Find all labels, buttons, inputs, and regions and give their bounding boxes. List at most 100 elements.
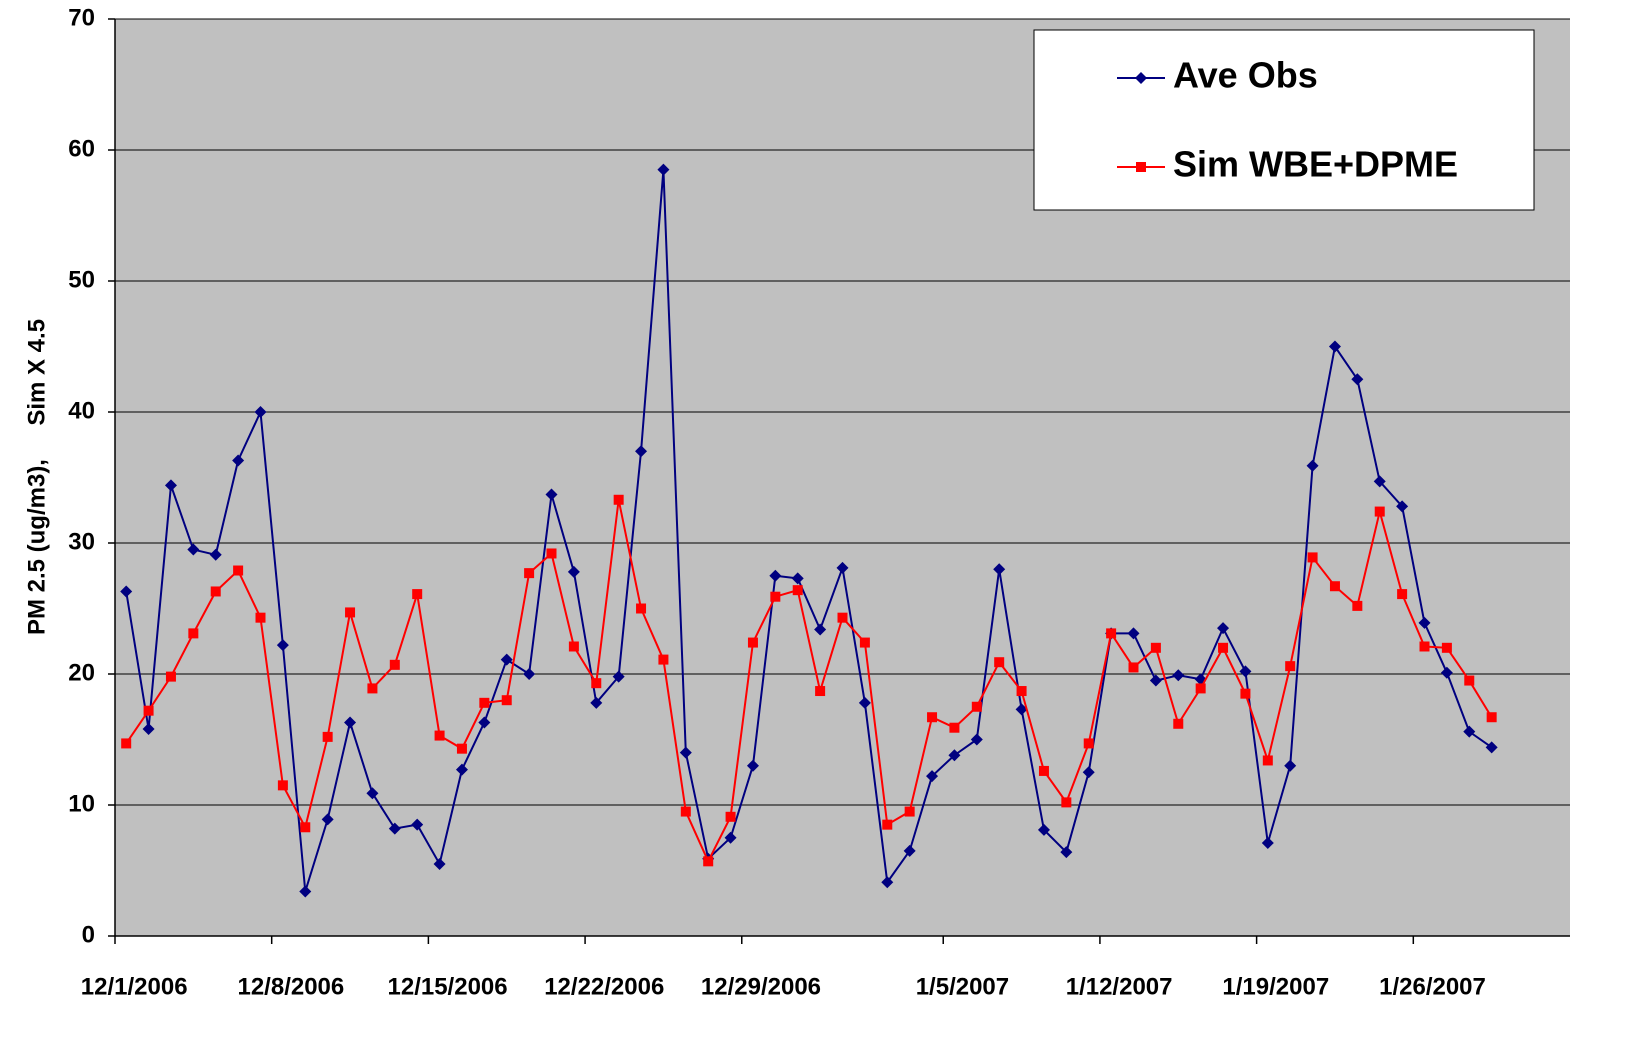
data-point	[255, 612, 266, 623]
data-point	[815, 686, 826, 697]
data-point	[1150, 642, 1161, 653]
data-point	[1397, 589, 1408, 600]
data-point	[1441, 642, 1452, 653]
data-point	[1486, 712, 1497, 723]
data-point	[523, 668, 536, 680]
data-point	[881, 876, 894, 889]
data-point	[1261, 836, 1274, 849]
data-point	[1217, 622, 1230, 635]
data-point	[142, 723, 155, 736]
data-point	[859, 637, 870, 648]
data-point	[858, 696, 871, 709]
data-point	[1307, 552, 1318, 563]
x-tick-label: 12/15/2006	[388, 973, 508, 1000]
legend-label: Sim WBE+DPME	[1173, 144, 1458, 185]
data-point	[120, 585, 133, 598]
data-point	[1464, 675, 1475, 686]
data-point	[724, 831, 737, 844]
data-point	[210, 586, 221, 597]
data-point	[321, 813, 334, 826]
data-point	[1329, 581, 1340, 592]
data-point	[1485, 741, 1498, 754]
x-tick-label: 1/5/2007	[916, 973, 1009, 1000]
data-point	[1285, 661, 1296, 672]
legend-box	[1033, 29, 1535, 211]
data-point	[1440, 666, 1453, 679]
data-point	[209, 548, 222, 561]
data-point	[1106, 628, 1117, 639]
data-point	[1351, 373, 1364, 386]
data-point	[970, 733, 983, 746]
y-tick-label: 70	[68, 4, 95, 31]
x-tick-label: 1/12/2007	[1066, 973, 1173, 1000]
data-point	[254, 406, 267, 418]
y-tick-label: 0	[82, 921, 95, 948]
data-point	[926, 770, 939, 783]
data-point	[322, 731, 333, 742]
y-tick-label: 60	[68, 135, 95, 162]
data-point	[546, 548, 557, 559]
data-point	[478, 716, 491, 729]
data-point	[1128, 662, 1139, 673]
data-point	[1240, 688, 1251, 699]
data-point	[1374, 506, 1385, 517]
x-tick-label: 1/19/2007	[1222, 973, 1329, 1000]
data-point	[434, 730, 445, 741]
data-point	[703, 856, 714, 867]
data-point	[164, 479, 177, 492]
data-point	[1239, 665, 1252, 678]
data-point	[725, 811, 736, 822]
data-point	[1127, 627, 1140, 640]
data-point	[1172, 669, 1185, 682]
data-point	[1218, 642, 1229, 653]
data-point	[1173, 718, 1184, 729]
data-point	[500, 653, 513, 666]
y-tick-label: 30	[68, 528, 95, 555]
data-point	[412, 589, 423, 600]
y-tick-label: 50	[68, 266, 95, 293]
x-tick-label: 12/22/2006	[544, 973, 664, 1000]
data-point	[1262, 755, 1273, 766]
data-point	[165, 671, 176, 682]
data-point	[479, 697, 490, 708]
data-point	[233, 565, 244, 576]
data-point	[994, 657, 1005, 668]
data-point	[567, 565, 580, 578]
data-point	[792, 585, 803, 596]
data-point	[903, 844, 916, 857]
data-point	[1306, 459, 1319, 472]
data-point	[366, 787, 379, 800]
data-point	[456, 743, 467, 754]
data-point	[636, 603, 647, 614]
data-point	[1015, 703, 1028, 716]
data-point	[747, 637, 758, 648]
data-point	[300, 822, 311, 833]
data-point	[299, 885, 312, 898]
data-point	[1195, 683, 1206, 694]
data-point	[1016, 686, 1027, 697]
data-point	[791, 572, 804, 585]
data-point	[1419, 641, 1430, 652]
data-point	[1352, 600, 1363, 611]
data-point	[635, 445, 648, 458]
data-point	[1038, 765, 1049, 776]
legend-label: Ave Obs	[1173, 55, 1318, 96]
data-point	[591, 678, 602, 689]
data-point	[948, 749, 961, 762]
series-line	[125, 499, 1493, 864]
data-point	[658, 654, 669, 665]
data-point	[545, 488, 558, 501]
data-point	[276, 639, 289, 652]
data-point	[1083, 738, 1094, 749]
data-point	[367, 683, 378, 694]
data-point	[277, 780, 288, 791]
data-point	[411, 818, 424, 831]
data-point	[388, 822, 401, 835]
data-point	[882, 819, 893, 830]
x-tick-label: 12/8/2006	[237, 973, 344, 1000]
y-tick-label: 10	[68, 790, 95, 817]
data-point	[680, 806, 691, 817]
y-tick-label: 20	[68, 659, 95, 686]
data-point	[1373, 475, 1386, 488]
